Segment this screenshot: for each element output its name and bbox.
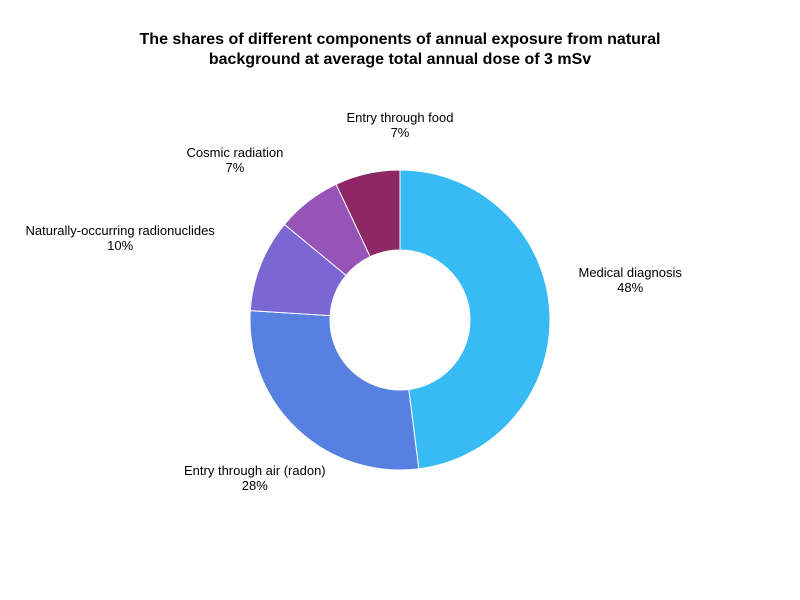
slice-label-percent: 28%	[184, 478, 326, 494]
donut-slice	[400, 170, 550, 469]
slice-label-text: Entry through food	[347, 110, 454, 126]
slice-label: Cosmic radiation7%	[187, 145, 284, 176]
slice-label-percent: 10%	[26, 238, 215, 254]
donut-chart	[0, 0, 800, 600]
slice-label-text: Cosmic radiation	[187, 145, 284, 161]
slice-label-percent: 7%	[347, 125, 454, 141]
donut-slice	[250, 311, 419, 470]
slice-label-percent: 48%	[579, 280, 682, 296]
slice-label-text: Medical diagnosis	[579, 265, 682, 281]
slice-label: Naturally-occurring radionuclides10%	[26, 223, 215, 254]
slice-label: Medical diagnosis48%	[579, 265, 682, 296]
slice-label-percent: 7%	[187, 160, 284, 176]
slice-label: Entry through food7%	[347, 110, 454, 141]
slice-label: Entry through air (radon)28%	[184, 463, 326, 494]
slice-label-text: Entry through air (radon)	[184, 463, 326, 479]
slice-label-text: Naturally-occurring radionuclides	[26, 223, 215, 239]
